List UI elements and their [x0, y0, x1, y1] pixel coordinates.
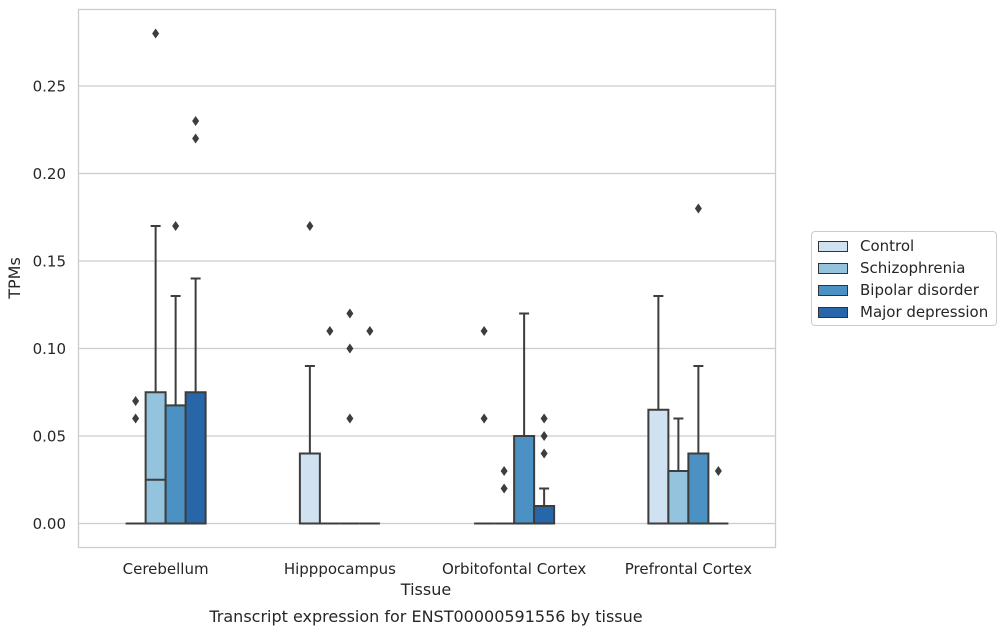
- box-major-depression: [533, 413, 556, 525]
- boxes: [125, 28, 729, 525]
- y-tick-labels: 0.00 0.05 0.10 0.15 0.20 0.25: [33, 78, 66, 534]
- plot-area: [77, 8, 777, 549]
- outlier-point: [366, 326, 374, 336]
- outlier-point: [192, 116, 200, 126]
- box-control: [125, 396, 146, 525]
- box-body: [687, 452, 710, 525]
- legend-swatch: [818, 240, 848, 252]
- outlier-point: [540, 413, 548, 424]
- box-body: [144, 391, 167, 525]
- legend-item-bipolar-disorder: Bipolar disorder: [818, 281, 979, 299]
- legend-item-major-depression: Major depression: [818, 303, 988, 321]
- outlier-point: [192, 133, 200, 144]
- x-tick-label: Cerebellum: [123, 560, 209, 578]
- box-control: [474, 326, 495, 525]
- box-body: [647, 408, 670, 525]
- legend-label: Major depression: [860, 303, 989, 321]
- chart-caption: Transcript expression for ENST0000059155…: [208, 607, 642, 626]
- box-body: [184, 391, 207, 525]
- y-tick-label: 0.00: [33, 515, 66, 533]
- x-tick-label: Orbitofontal Cortex: [442, 560, 586, 578]
- outlier-point: [346, 343, 354, 354]
- legend-label: Schizophrenia: [860, 259, 966, 277]
- outlier-point: [172, 221, 180, 231]
- outlier-point: [346, 413, 354, 424]
- box-control: [298, 221, 321, 525]
- box-bipolar-disorder: [513, 312, 536, 525]
- y-tick-label: 0.15: [33, 253, 66, 271]
- box-schizophrenia: [494, 466, 515, 525]
- legend-swatch: [818, 262, 848, 274]
- outlier-point: [480, 413, 488, 424]
- box-body: [513, 435, 536, 525]
- outlier-point: [500, 483, 508, 494]
- box-body: [667, 470, 690, 525]
- outlier-point: [132, 396, 140, 406]
- y-tick-label: 0.20: [33, 165, 66, 183]
- box-schizophrenia: [319, 326, 340, 525]
- legend-item-control: Control: [818, 237, 914, 255]
- box-body: [164, 404, 187, 525]
- legend-swatch: [818, 284, 848, 296]
- outlier-point: [540, 448, 548, 459]
- outlier-point: [346, 308, 354, 319]
- legend-swatch: [818, 306, 848, 318]
- box-bipolar-disorder: [164, 221, 187, 525]
- outlier-point: [132, 413, 140, 424]
- x-tick-label: Prefrontal Cortex: [625, 560, 752, 578]
- box-schizophrenia: [144, 28, 167, 525]
- box-body: [533, 505, 556, 525]
- box-body: [298, 452, 321, 525]
- outlier-point: [500, 466, 508, 476]
- box-bipolar-disorder: [687, 203, 710, 525]
- legend-item-schizophrenia: Schizophrenia: [818, 259, 965, 277]
- legend-label: Bipolar disorder: [860, 281, 979, 299]
- outlier-point: [480, 326, 488, 336]
- x-axis-label: Tissue: [400, 580, 451, 599]
- outlier-point: [306, 221, 314, 231]
- outlier-point: [714, 466, 722, 476]
- x-tick-label: Hipppocampus: [284, 560, 396, 578]
- y-axis-label: TPMs: [5, 257, 24, 300]
- box-major-depression: [184, 116, 207, 525]
- legend-label: Control: [860, 237, 915, 255]
- outlier-point: [540, 431, 548, 441]
- box-bipolar-disorder: [339, 308, 360, 525]
- box-major-depression: [359, 326, 380, 525]
- y-tick-label: 0.05: [33, 428, 66, 446]
- y-tick-label: 0.10: [33, 340, 66, 358]
- y-tick-label: 0.25: [33, 78, 66, 96]
- x-tick-labels: Cerebellum Hipppocampus Orbitofontal Corte…: [123, 560, 752, 578]
- box-schizophrenia: [667, 417, 690, 525]
- legend: Control Schizophrenia Bipolar disorder M…: [811, 231, 997, 326]
- box-major-depression: [708, 466, 729, 525]
- outlier-point: [152, 28, 160, 39]
- box-control: [647, 295, 670, 525]
- outlier-point: [326, 326, 334, 336]
- outlier-point: [694, 203, 702, 214]
